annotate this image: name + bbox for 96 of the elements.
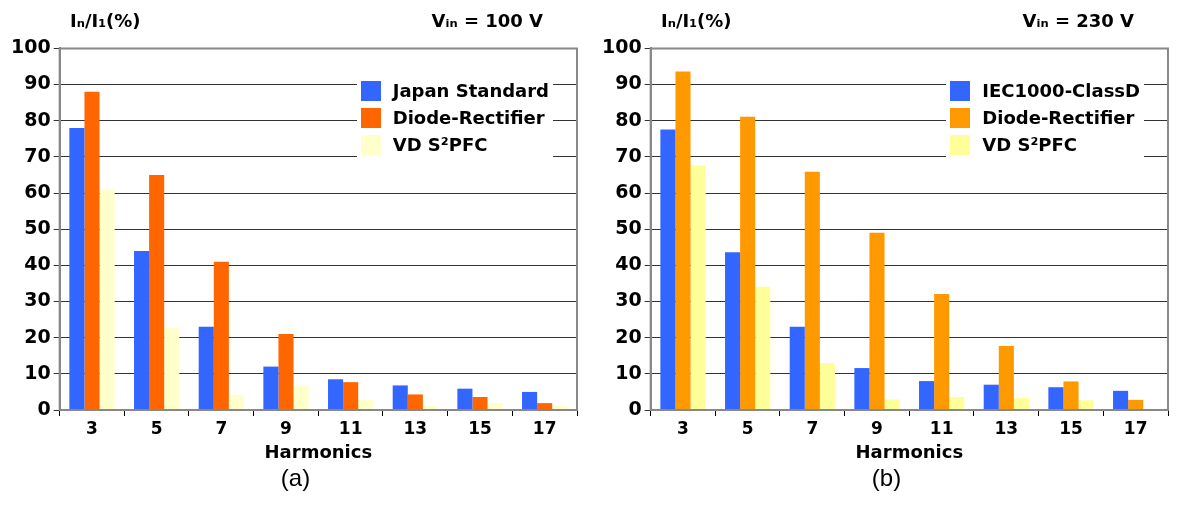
bar (522, 391, 538, 410)
bar (690, 165, 706, 410)
bar (1113, 390, 1129, 410)
bar (675, 71, 691, 410)
y-tick-label: 30 (24, 288, 51, 311)
bar (263, 366, 279, 410)
y-tick-label: 0 (628, 396, 642, 419)
y-tick-label: 0 (37, 396, 51, 419)
y-tick-label: 80 (24, 107, 51, 130)
bar (740, 116, 756, 410)
bar (343, 382, 359, 410)
bar (1013, 398, 1029, 410)
bar (293, 385, 309, 410)
bar (99, 189, 115, 410)
bar (149, 174, 165, 410)
bar (1063, 381, 1079, 410)
y-tick-label: 100 (601, 35, 642, 58)
legend-label: IEC1000-ClassD (982, 80, 1140, 101)
bar (84, 91, 100, 410)
legend-label: Japan Standard (392, 80, 549, 101)
x-tick-label: 13 (994, 417, 1019, 438)
x-tick-label: 3 (86, 417, 98, 438)
bar (407, 394, 423, 410)
bar (278, 334, 294, 410)
bar (869, 232, 885, 410)
y-tick-label: 40 (615, 252, 642, 275)
y-tick-label: 60 (24, 179, 51, 202)
legend-label: Diode-Rectifier (392, 107, 545, 128)
bar (164, 327, 180, 410)
y-tick-label: 60 (615, 179, 642, 202)
bar (457, 388, 473, 410)
y-tick-label: 80 (615, 107, 642, 130)
bar (134, 250, 150, 410)
chart-title: Vᵢₙ = 100 V (431, 10, 543, 31)
text: (a) (279, 464, 312, 492)
y-tick-label: 70 (24, 143, 51, 166)
y-tick-label: 70 (615, 143, 642, 166)
bar (755, 286, 771, 410)
x-axis-title: Harmonics (264, 440, 373, 462)
bar (1048, 387, 1064, 410)
y-tick-label: 10 (24, 360, 51, 383)
chart-title: Vᵢₙ = 230 V (1022, 10, 1134, 31)
x-tick-label: 17 (532, 417, 557, 438)
bar (392, 385, 408, 410)
x-tick-label: 9 (280, 417, 292, 438)
x-tick-label: 5 (150, 417, 163, 438)
text: (b) (870, 464, 903, 492)
legend-label: Diode-Rectifier (982, 107, 1135, 128)
y-axis-title: Iₙ/I₁(%) (661, 10, 732, 31)
bar (660, 129, 676, 410)
x-tick-label: 11 (929, 417, 954, 438)
bar (228, 394, 244, 410)
y-tick-label: 30 (615, 288, 642, 311)
x-tick-label: 17 (1123, 417, 1148, 438)
bar (998, 346, 1014, 410)
x-tick-label: 7 (806, 417, 819, 438)
x-tick-label: 15 (468, 417, 492, 438)
bar (854, 368, 870, 410)
bar (358, 399, 374, 410)
bar (213, 261, 229, 410)
bar (819, 362, 835, 410)
bar (1078, 400, 1094, 410)
legend-label: VD S²PFC (392, 134, 488, 155)
bar (725, 252, 741, 410)
y-tick-label: 10 (615, 360, 642, 383)
x-tick-label: 11 (338, 417, 363, 438)
y-tick-label: 50 (615, 216, 642, 239)
y-tick-label: 90 (24, 71, 51, 94)
bar (69, 127, 85, 410)
bar (949, 396, 965, 410)
x-tick-label: 9 (871, 417, 883, 438)
bar (537, 403, 553, 410)
bar (198, 326, 214, 410)
x-tick-label: 13 (403, 417, 428, 438)
bar (919, 381, 935, 410)
legend-label: VD S²PFC (982, 134, 1078, 155)
bar (934, 293, 950, 410)
bar (983, 384, 999, 410)
x-tick-label: 3 (677, 417, 689, 438)
bar (328, 379, 344, 410)
bar (1128, 399, 1144, 410)
y-tick-label: 90 (615, 71, 642, 94)
y-tick-label: 40 (24, 252, 51, 275)
x-tick-label: 7 (215, 417, 228, 438)
bar (804, 171, 820, 410)
bar (789, 326, 805, 410)
y-tick-label: 20 (615, 324, 642, 347)
x-axis-title: Harmonics (855, 440, 964, 462)
bar (487, 403, 503, 410)
y-tick-label: 50 (24, 216, 51, 239)
bar (472, 396, 488, 410)
x-tick-label: 15 (1059, 417, 1083, 438)
y-axis-title: Iₙ/I₁(%) (70, 10, 141, 31)
y-tick-label: 100 (10, 35, 51, 58)
y-tick-label: 20 (24, 324, 51, 347)
x-tick-label: 5 (741, 417, 754, 438)
